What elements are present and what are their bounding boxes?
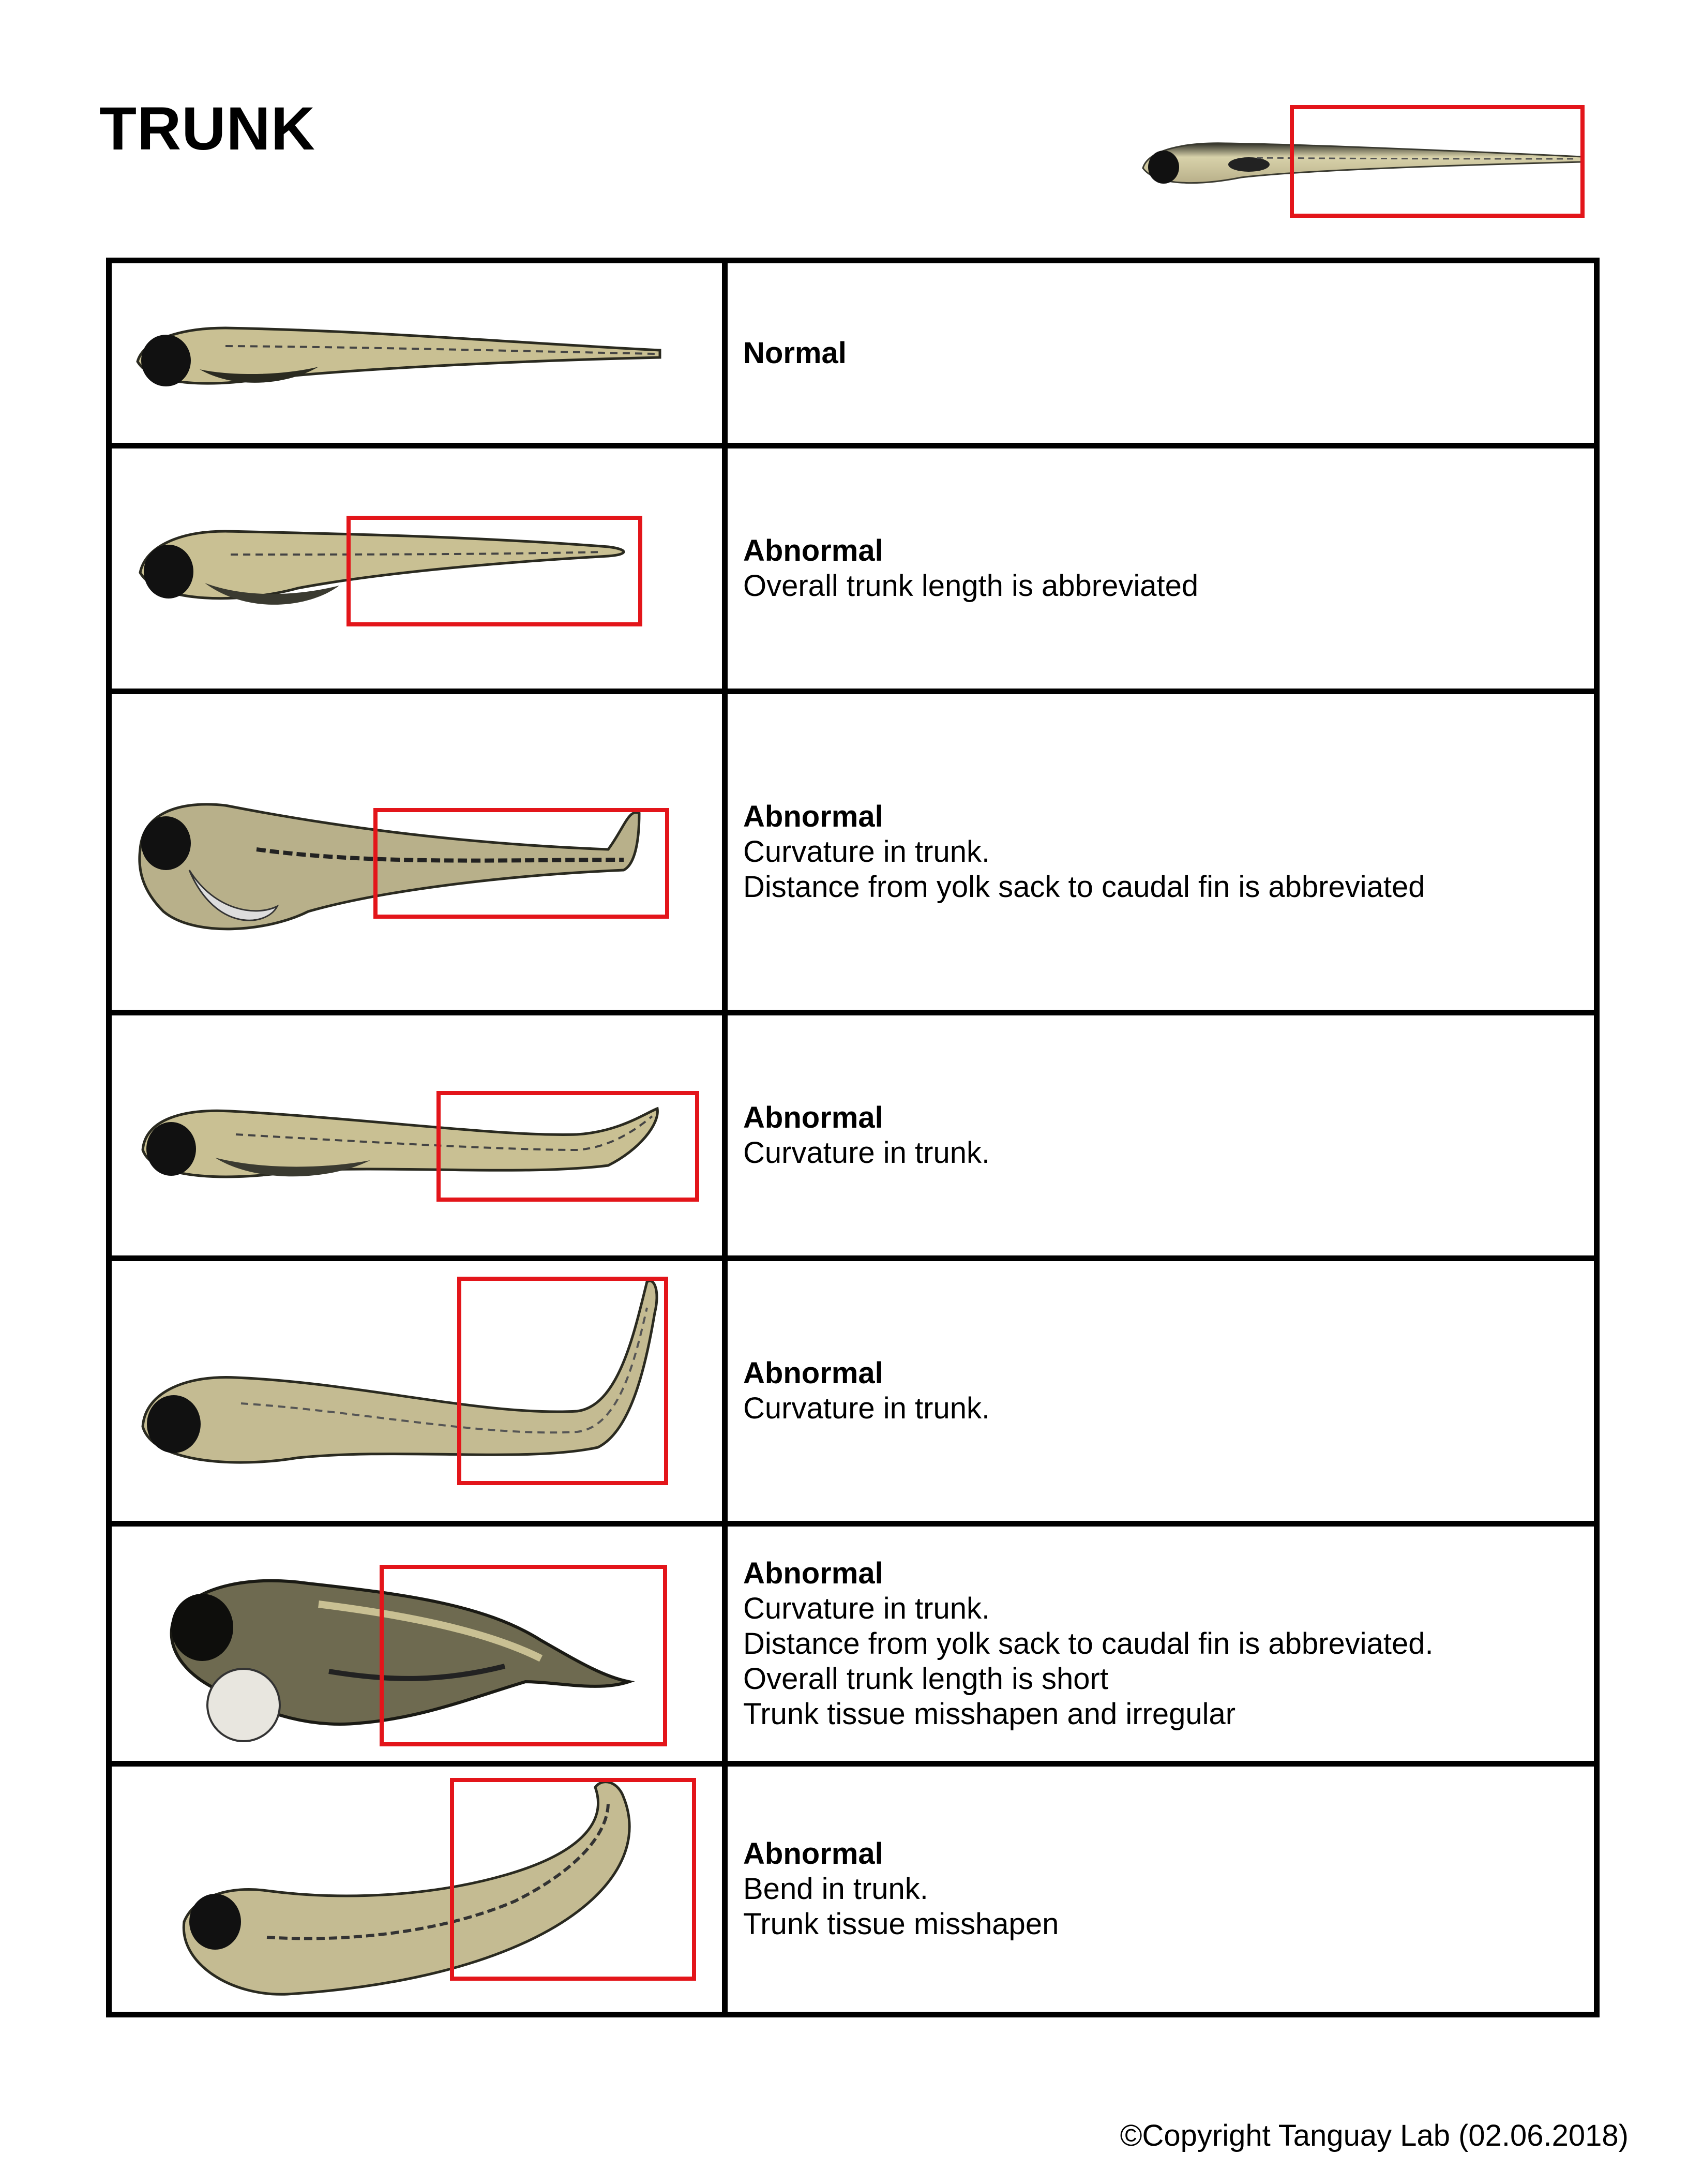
status-label: Abnormal	[743, 1837, 883, 1871]
description-cell: Abnormal Curvature in trunk.	[722, 1255, 1600, 1527]
highlight-box	[436, 1091, 699, 1202]
zebrafish-larva-icon	[138, 803, 669, 931]
description-line: Curvature in trunk.	[743, 835, 990, 869]
description-line: Trunk tissue misshapen	[743, 1907, 1059, 1941]
larva-image-cell	[106, 1010, 728, 1261]
description-line: Curvature in trunk.	[743, 1591, 990, 1625]
status-label: Abnormal	[743, 800, 883, 833]
description-line: Trunk tissue misshapen and irregular	[743, 1697, 1236, 1731]
table-row: Abnormal Overall trunk length is abbrevi…	[106, 443, 1600, 694]
highlight-box	[457, 1277, 668, 1485]
larva-image-cell	[106, 1521, 728, 1767]
description-line: Overall trunk length is abbreviated	[743, 569, 1199, 603]
description-cell: Abnormal Overall trunk length is abbrevi…	[722, 443, 1600, 694]
description-line: Curvature in trunk.	[743, 1392, 990, 1425]
description-cell: Abnormal Curvature in trunk. Distance fr…	[722, 689, 1600, 1015]
zebrafish-larva-icon	[139, 516, 642, 626]
larva-image-cell	[106, 689, 728, 1015]
description-cell: Normal	[722, 258, 1600, 448]
description-line: Curvature in trunk.	[743, 1136, 990, 1170]
copyright-notice: ©Copyright Tanguay Lab (02.06.2018)	[1120, 2119, 1629, 2152]
description-line: Distance from yolk sack to caudal fin is…	[743, 870, 1425, 904]
description-line: Distance from yolk sack to caudal fin is…	[743, 1626, 1434, 1661]
table-row: Abnormal Curvature in trunk. Distance fr…	[106, 689, 1600, 1015]
zebrafish-larva-icon	[182, 1778, 696, 1996]
zebrafish-larva-icon	[141, 1091, 699, 1202]
highlight-box	[346, 516, 642, 626]
description-cell: Abnormal Curvature in trunk. Distance fr…	[722, 1521, 1600, 1767]
highlight-box	[450, 1778, 696, 1981]
status-label: Abnormal	[743, 1556, 883, 1590]
table-row: Abnormal Curvature in trunk.	[106, 1010, 1600, 1261]
table-row: Normal	[106, 258, 1600, 448]
zebrafish-reference-icon	[1142, 105, 1585, 218]
description-line: Bend in trunk.	[743, 1872, 928, 1906]
page-title: TRUNK	[99, 95, 315, 163]
table-row: Abnormal Curvature in trunk. Distance fr…	[106, 1521, 1600, 1767]
status-label: Normal	[743, 336, 847, 370]
larva-image-cell	[106, 258, 728, 448]
highlight-box	[373, 808, 669, 919]
status-label: Abnormal	[743, 534, 883, 567]
zebrafish-larva-icon	[141, 1277, 668, 1485]
larva-image-cell	[106, 443, 728, 694]
highlight-box	[1290, 105, 1585, 218]
description-cell: Abnormal Curvature in trunk.	[722, 1010, 1600, 1261]
zebrafish-larva-icon	[136, 326, 661, 386]
larva-image-cell	[106, 1761, 728, 2017]
status-label: Abnormal	[743, 1356, 883, 1390]
larva-image-cell	[106, 1255, 728, 1527]
table-row: Abnormal Bend in trunk. Trunk tissue mis…	[106, 1761, 1600, 2017]
description-line: Overall trunk length is short	[743, 1662, 1108, 1696]
zebrafish-larva-icon	[170, 1565, 667, 1746]
highlight-box	[380, 1565, 667, 1746]
status-label: Abnormal	[743, 1101, 883, 1134]
table-row: Abnormal Curvature in trunk.	[106, 1255, 1600, 1527]
description-cell: Abnormal Bend in trunk. Trunk tissue mis…	[722, 1761, 1600, 2017]
trunk-phenotype-table: Normal Abnormal Overall trunk length is …	[106, 258, 1600, 2017]
